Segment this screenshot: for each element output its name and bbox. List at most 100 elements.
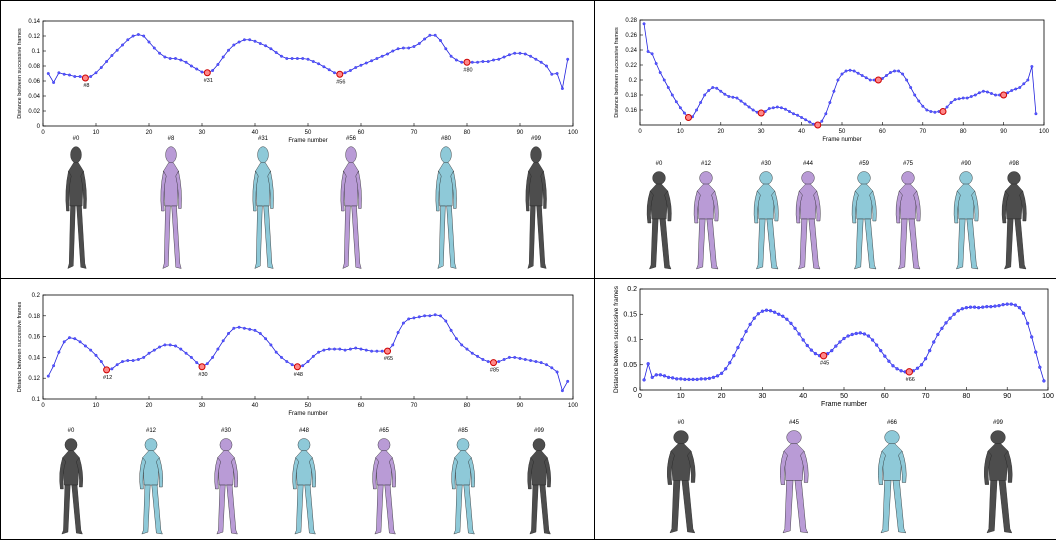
x-axis-label: Frame number (288, 138, 327, 144)
data-point (1034, 350, 1038, 354)
data-point (78, 75, 82, 78)
x-tick-label: 60 (879, 129, 886, 135)
data-point (977, 91, 981, 95)
data-point (158, 51, 162, 55)
highlight-label: #65 (384, 356, 393, 362)
series-line (643, 23, 1037, 126)
data-point (1042, 379, 1046, 383)
highlight-label: #30 (198, 372, 207, 378)
data-point (454, 58, 458, 62)
mannequin-figure (340, 146, 362, 269)
data-point (333, 347, 336, 351)
data-point (824, 112, 828, 116)
data-point (423, 314, 427, 318)
data-point (433, 33, 437, 37)
x-tick-label: 80 (960, 129, 967, 135)
data-point (507, 53, 511, 57)
data-point (73, 75, 77, 78)
data-point (928, 348, 932, 353)
data-point (969, 95, 973, 98)
y-tick-label: 0 (633, 387, 637, 394)
data-point (560, 389, 564, 393)
y-tick-label: 0.14 (28, 19, 40, 25)
data-point (683, 377, 687, 382)
data-point (439, 314, 442, 318)
data-point (964, 306, 969, 310)
y-tick-label: 0.04 (28, 94, 40, 100)
mannequin-figure (252, 146, 274, 269)
y-axis-label: Distance between successive frames (613, 285, 620, 393)
data-point (492, 58, 495, 62)
data-point (518, 356, 522, 360)
mannequin-figure (667, 430, 696, 534)
data-point (679, 377, 683, 381)
data-point (956, 309, 960, 313)
mannequin-figure (527, 438, 551, 535)
data-point (555, 72, 559, 75)
x-tick-label: 40 (252, 403, 259, 409)
data-point (57, 350, 61, 354)
y-tick-label: 0 (37, 124, 41, 130)
data-point (940, 326, 944, 331)
data-point (401, 46, 405, 50)
data-point (269, 343, 273, 347)
data-point (227, 332, 230, 335)
data-point (264, 44, 268, 48)
data-point (529, 359, 533, 362)
data-point (52, 364, 56, 368)
mannequin-figure (65, 146, 87, 269)
figure-label: #12 (146, 428, 157, 434)
data-point (687, 377, 691, 382)
data-point (1022, 82, 1026, 86)
highlight-point (103, 366, 111, 374)
data-point (1014, 87, 1018, 91)
figure-label: #98 (1009, 161, 1020, 167)
data-point (949, 101, 953, 104)
data-point (854, 331, 858, 336)
figure-label: #48 (299, 428, 310, 434)
data-point (793, 326, 797, 331)
x-tick-label: 80 (464, 403, 471, 409)
data-point (707, 376, 712, 381)
data-point (948, 316, 952, 320)
data-point (654, 62, 658, 65)
x-tick-label: 0 (638, 393, 642, 400)
data-point (846, 334, 850, 338)
x-tick-label: 100 (1039, 129, 1050, 135)
data-point (386, 52, 389, 56)
data-point (832, 89, 836, 93)
x-tick-label: 20 (717, 129, 724, 135)
figure-label: #65 (379, 428, 390, 434)
data-point (89, 348, 93, 352)
x-tick-label: 0 (41, 403, 45, 409)
data-point (311, 60, 315, 63)
data-point (695, 377, 699, 382)
figure-label: #12 (701, 161, 712, 167)
data-point (666, 86, 670, 89)
x-tick-label: 90 (1000, 129, 1007, 135)
data-point (497, 57, 501, 61)
data-point (874, 343, 879, 347)
data-point (126, 38, 130, 42)
data-point (322, 65, 326, 69)
data-point (788, 110, 791, 113)
data-point (1018, 86, 1022, 89)
data-point (929, 110, 933, 113)
data-point (433, 313, 437, 317)
x-tick-label: 100 (568, 403, 579, 409)
data-point (901, 72, 905, 76)
data-point (1006, 91, 1010, 95)
plot-area (42, 294, 574, 400)
data-point (646, 50, 650, 53)
y-tick-label: 0.1 (32, 397, 41, 403)
data-point (68, 73, 71, 77)
chart-2: 0 10 20 30 40 50 60 70 80 90 100 0.1 0.12 0.14 0.16 0.1… (17, 293, 579, 535)
data-point (715, 374, 720, 378)
data-point (674, 100, 678, 104)
figure-label: #80 (441, 136, 452, 142)
data-point (808, 120, 812, 124)
data-point (89, 75, 93, 78)
data-point (944, 321, 948, 325)
data-point (1009, 302, 1013, 306)
data-point (813, 351, 818, 356)
